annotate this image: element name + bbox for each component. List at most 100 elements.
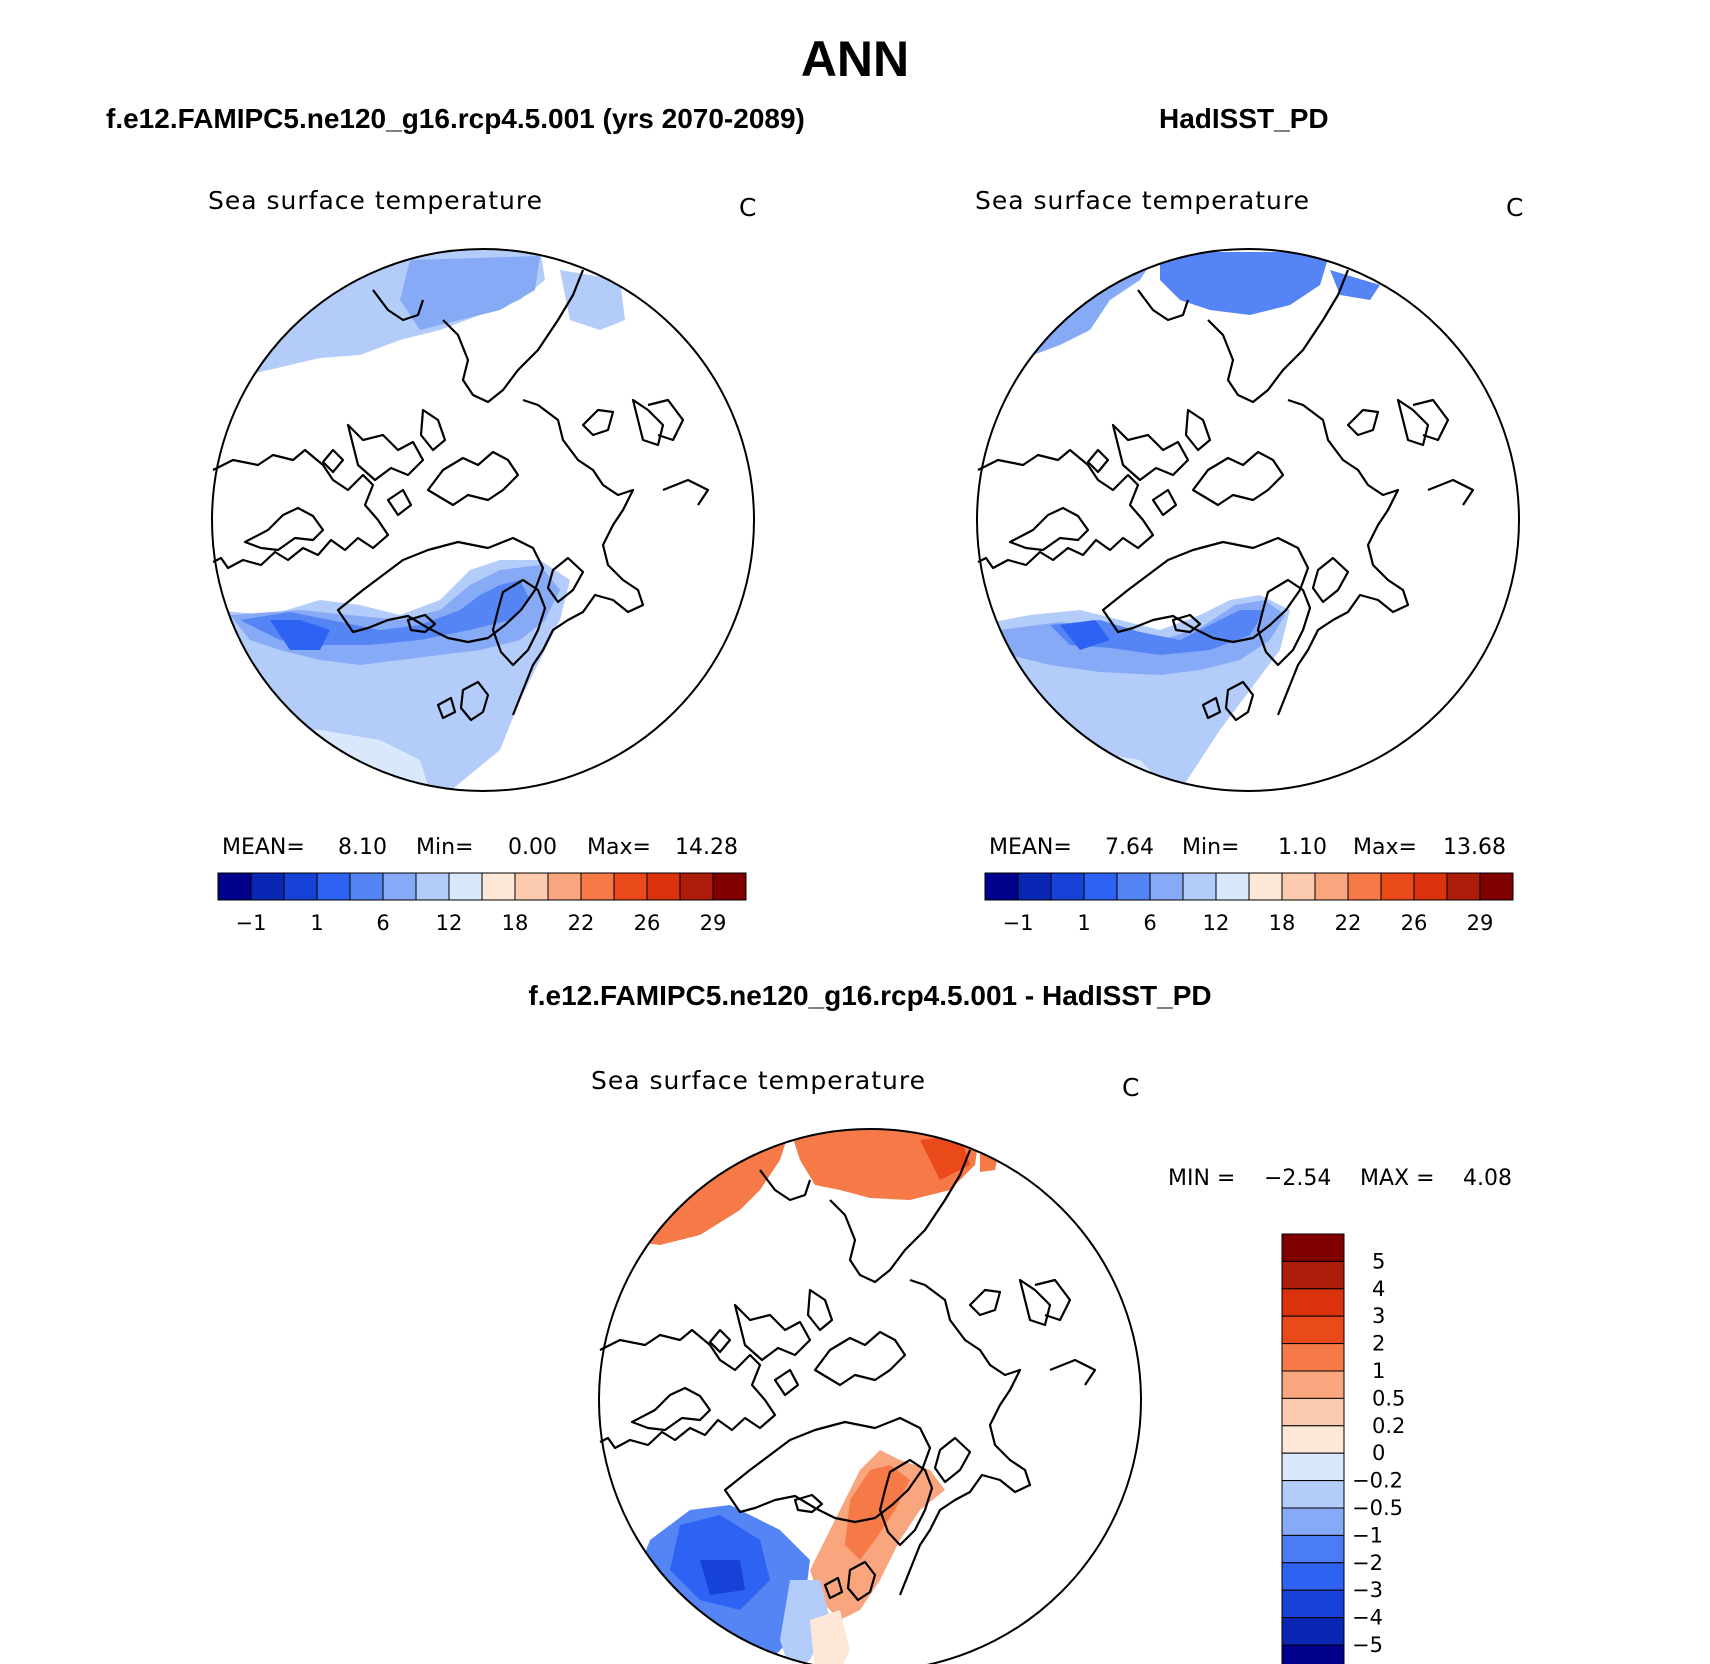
colorbar-swatch [283, 872, 318, 901]
right-mean-label: MEAN= [989, 835, 1072, 860]
colorbar-swatch [984, 872, 1019, 901]
left-min-label: Min= [416, 835, 474, 860]
diff-colorbar-swatch [1281, 1480, 1345, 1509]
colorbar-swatch [481, 872, 516, 901]
left-mean-value: 8.10 [338, 835, 387, 860]
difference-sst-map [598, 1128, 1142, 1664]
left-max-label: Max= [587, 835, 651, 860]
right-panel-variable-label: Sea surface temperature [975, 186, 1310, 215]
diff-colorbar-tick-label: −1 [1352, 1523, 1383, 1547]
colorbar-swatch [1182, 872, 1217, 901]
left-panel-case-title: f.e12.FAMIPC5.ne120_g16.rcp4.5.001 (yrs … [106, 103, 805, 134]
diff-colorbar-swatch [1281, 1644, 1345, 1664]
colorbar-swatch [217, 872, 252, 901]
colorbar-swatch [382, 872, 417, 901]
right-panel-units: C [1506, 193, 1525, 222]
left-colorbar: −1 1 6 12 18 22 26 29 [217, 872, 747, 935]
diff-colorbar-swatch [1281, 1397, 1345, 1427]
left-max-value: 14.28 [675, 835, 738, 860]
colorbar-tick-label: 29 [700, 911, 727, 935]
diff-colorbar-swatch [1281, 1507, 1345, 1536]
diff-min-label: MIN = [1168, 1166, 1236, 1191]
diff-colorbar-tick-label: 2 [1372, 1332, 1385, 1356]
colorbar-swatch [1347, 872, 1382, 901]
diff-colorbar-tick-label: −2 [1352, 1551, 1383, 1575]
colorbar-tick-label: 26 [1401, 911, 1428, 935]
diff-colorbar-swatch [1281, 1562, 1345, 1591]
diff-colorbar-tick-label: 0.2 [1372, 1414, 1405, 1438]
diff-colorbar-swatch [1281, 1370, 1345, 1399]
figure-title: ANN [800, 31, 910, 87]
colorbar-swatch [1380, 872, 1415, 901]
colorbar-tick-label: 18 [502, 911, 529, 935]
colorbar-swatch [712, 872, 747, 901]
diff-colorbar-swatch [1281, 1617, 1345, 1646]
colorbar-tick-label: 12 [436, 911, 463, 935]
left-sst-map [211, 248, 755, 792]
diff-colorbar-tick-label: 0.5 [1372, 1386, 1405, 1410]
colorbar-tick-label: 1 [1077, 911, 1090, 935]
colorbar-tick-label: 12 [1203, 911, 1230, 935]
colorbar-swatch [646, 872, 681, 901]
right-min-value: 1.10 [1278, 835, 1327, 860]
colorbar-tick-label: 22 [1335, 911, 1362, 935]
colorbar-swatch [679, 872, 714, 901]
colorbar-swatch [1116, 872, 1151, 901]
diff-colorbar-tick-label: −4 [1352, 1606, 1383, 1630]
colorbar-tick-label: 6 [1143, 911, 1156, 935]
colorbar-swatch [448, 872, 483, 901]
colorbar-swatch [1083, 872, 1118, 901]
diff-colorbar-swatch [1281, 1343, 1345, 1372]
diff-colorbar-swatch [1281, 1589, 1345, 1619]
colorbar-tick-label: −1 [1003, 911, 1034, 935]
diff-colorbar-tick-label: −0.5 [1352, 1496, 1403, 1520]
colorbar-tick-label: 6 [376, 911, 389, 935]
colorbar-swatch [1446, 872, 1481, 901]
right-colorbar: −1 1 6 12 18 22 26 29 [984, 872, 1514, 935]
colorbar-swatch [1215, 872, 1250, 901]
diff-colorbar-tick-label: −3 [1352, 1578, 1383, 1602]
colorbar-swatch [1017, 872, 1052, 901]
colorbar-swatch [316, 872, 351, 901]
colorbar-tick-label: 22 [568, 911, 595, 935]
colorbar-swatch [250, 872, 285, 901]
diff-colorbar-swatch [1281, 1425, 1345, 1454]
diff-colorbar: 5 4 3 2 1 0.5 0.2 0 −0.2 −0.5 −1 −2 −3 −4 −5 [1281, 1233, 1405, 1664]
right-max-label: Max= [1353, 835, 1417, 860]
colorbar-swatch [1314, 872, 1349, 901]
left-mean-label: MEAN= [222, 835, 305, 860]
colorbar-swatch [514, 872, 549, 901]
colorbar-tick-label: 26 [634, 911, 661, 935]
diff-colorbar-swatch [1281, 1315, 1345, 1345]
diff-colorbar-tick-label: −5 [1352, 1633, 1383, 1657]
diff-variable-label: Sea surface temperature [591, 1066, 926, 1095]
diff-colorbar-tick-label: 3 [1372, 1304, 1385, 1328]
diff-units: C [1122, 1073, 1141, 1102]
colorbar-swatch [1479, 872, 1514, 901]
colorbar-tick-label: 1 [310, 911, 323, 935]
diff-colorbar-tick-label: −0.2 [1352, 1469, 1403, 1493]
colorbar-swatch [547, 872, 582, 901]
diff-colorbar-swatch [1281, 1288, 1345, 1317]
right-panel-case-title: HadISST_PD [1159, 103, 1329, 134]
diff-max-label: MAX = [1360, 1166, 1435, 1191]
colorbar-swatch [1248, 872, 1283, 901]
right-min-label: Min= [1182, 835, 1240, 860]
colorbar-swatch [349, 872, 384, 901]
colorbar-swatch [1050, 872, 1085, 901]
left-min-value: 0.00 [508, 835, 557, 860]
diff-colorbar-tick-label: 5 [1372, 1249, 1385, 1273]
diff-colorbar-tick-label: 4 [1372, 1277, 1385, 1301]
colorbar-swatch [1413, 872, 1448, 901]
diff-max-value: 4.08 [1463, 1166, 1512, 1191]
diff-colorbar-swatch [1281, 1233, 1345, 1262]
colorbar-swatch [415, 872, 450, 901]
diff-colorbar-tick-label: 0 [1372, 1441, 1385, 1465]
colorbar-swatch [580, 872, 615, 901]
colorbar-swatch [1149, 872, 1184, 901]
colorbar-swatch [613, 872, 648, 901]
diff-colorbar-tick-label: 1 [1372, 1359, 1385, 1383]
colorbar-swatch [1281, 872, 1316, 901]
difference-title: f.e12.FAMIPC5.ne120_g16.rcp4.5.001 - Had… [528, 980, 1212, 1011]
